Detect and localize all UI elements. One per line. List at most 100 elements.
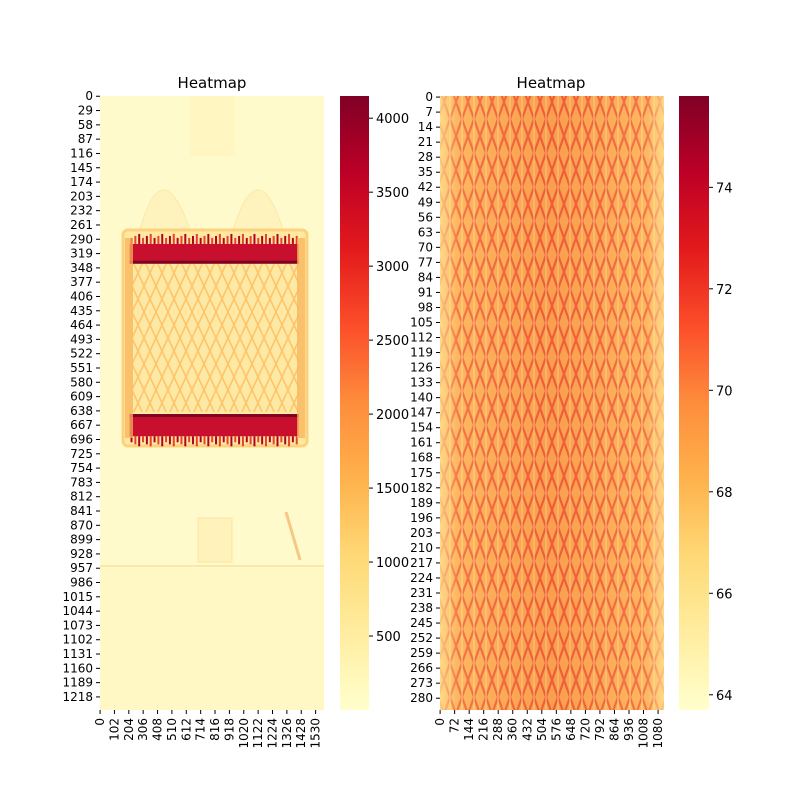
y-tick-label: 245 [410,616,433,630]
x-tick-label: 102 [107,718,121,741]
hot-band-edge [129,414,299,418]
y-tick-label: 189 [410,496,433,510]
y-tick-label: 493 [70,332,93,346]
x-tick-label: 1224 [266,718,280,749]
x-tick-label: 1080 [651,718,665,749]
right-heatmap: Heatmap 07142128354249566370778491981051… [410,74,665,749]
y-tick-label: 116 [70,146,93,160]
left-colorbar: 500 1000 1500 2000 2500 3000 3500 4000 [340,96,409,710]
y-tick-label: 1218 [62,690,93,704]
y-tick-label: 224 [410,571,433,585]
y-tick-label: 232 [70,204,93,218]
left-colorbar-gradient [340,96,369,710]
y-tick-label: 273 [410,676,433,690]
x-tick-label: 216 [477,718,491,741]
y-tick-label: 0 [425,90,433,104]
colorbar-tick-label: 4000 [376,112,409,127]
x-tick-label: 144 [462,718,476,741]
x-tick-label: 792 [593,718,607,741]
y-tick-label: 133 [410,376,433,390]
right-colorbar-ticks: 64 66 68 70 72 74 [709,181,733,704]
left-inner-mesh [133,262,299,412]
left-y-axis: 0295887116145174203232261290319348377406… [62,89,100,704]
x-tick-label: 204 [122,718,136,741]
left-lower-region [100,568,324,710]
left-heatmap: Heatmap 02958871161451742032322612903193… [62,74,324,749]
y-tick-label: 261 [70,218,93,232]
hot-band-edge [129,260,299,264]
y-tick-label: 126 [410,361,433,375]
left-ghost-streak [284,511,302,561]
x-tick-label: 1530 [309,718,323,749]
y-tick-label: 145 [70,161,93,175]
y-tick-label: 899 [70,533,93,547]
x-tick-label: 1020 [237,718,251,749]
y-tick-label: 175 [410,466,433,480]
y-tick-label: 957 [70,561,93,575]
right-heatmap-title: Heatmap [517,74,586,92]
x-tick-label: 720 [578,718,592,741]
y-tick-label: 928 [70,547,93,561]
colorbar-tick-label: 70 [716,384,733,399]
y-tick-label: 667 [70,418,93,432]
y-tick-label: 348 [70,261,93,275]
y-tick-label: 638 [70,404,93,418]
left-colorbar-ticks: 500 1000 1500 2000 2500 3000 3500 4000 [369,112,409,645]
y-tick-label: 266 [410,661,433,675]
y-tick-label: 70 [418,240,433,254]
y-tick-label: 1073 [62,618,93,632]
y-tick-label: 377 [70,275,93,289]
left-frame-edge-right [297,238,305,438]
x-tick-label: 1428 [294,718,308,749]
y-tick-label: 196 [410,511,433,525]
colorbar-tick-label: 3500 [376,186,409,201]
x-tick-label: 510 [165,718,179,741]
y-tick-label: 1131 [62,647,93,661]
x-tick-label: 1326 [280,718,294,749]
y-tick-label: 841 [70,504,93,518]
y-tick-label: 435 [70,304,93,318]
y-tick-label: 783 [70,475,93,489]
colorbar-tick-label: 64 [716,689,733,704]
x-tick-label: 918 [222,718,236,741]
y-tick-label: 84 [418,270,433,284]
y-tick-label: 56 [418,210,433,224]
x-tick-label: 816 [208,718,222,741]
y-tick-label: 14 [418,120,433,134]
right-heatmap-cells [440,96,664,710]
x-tick-label: 714 [194,718,208,741]
y-tick-label: 87 [78,132,93,146]
y-tick-label: 147 [410,406,433,420]
x-tick-label: 408 [151,718,165,741]
y-tick-label: 58 [78,118,93,132]
hot-band-core [129,243,299,264]
x-tick-label: 0 [93,718,107,726]
colorbar-tick-label: 66 [716,587,733,602]
left-heatmap-title: Heatmap [178,74,247,92]
y-tick-label: 290 [70,232,93,246]
x-tick-label: 612 [179,718,193,741]
x-tick-label: 504 [535,718,549,741]
y-tick-label: 696 [70,432,93,446]
y-tick-label: 252 [410,631,433,645]
y-tick-label: 161 [410,436,433,450]
x-tick-label: 360 [506,718,520,741]
y-tick-label: 609 [70,390,93,404]
y-tick-label: 168 [410,451,433,465]
y-tick-label: 1102 [62,633,93,647]
y-tick-label: 105 [410,315,433,329]
y-tick-label: 280 [410,691,433,705]
y-tick-label: 754 [70,461,93,475]
y-tick-label: 77 [418,255,433,269]
right-x-axis: 0 72 144 216 288 360 432 504 576 648 720 792 864 936 1… [433,710,665,749]
colorbar-tick-label: 3000 [376,260,409,275]
y-tick-label: 174 [70,175,93,189]
left-ghost-block [197,517,233,563]
y-tick-label: 1160 [62,661,93,675]
y-tick-label: 203 [70,189,93,203]
y-tick-label: 7 [425,105,433,119]
y-tick-label: 0 [85,89,93,103]
x-tick-label: 0 [433,718,447,726]
